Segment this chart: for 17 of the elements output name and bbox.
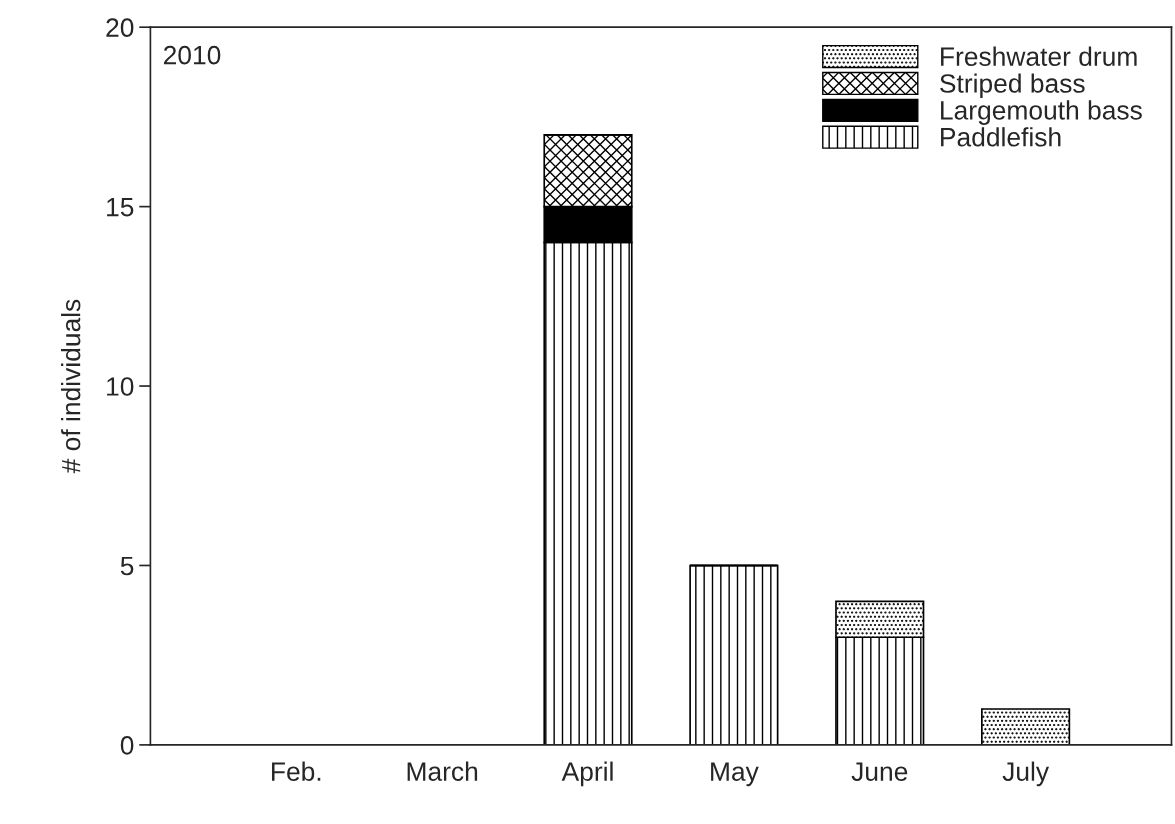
x-tick-label: May	[711, 762, 759, 787]
y-tick-label: 20	[106, 18, 134, 38]
legend-label: Paddlefish	[941, 127, 1061, 147]
y-tick-label: 15	[107, 198, 134, 217]
legend-label: Largemouth bass	[941, 100, 1142, 125]
x-tick-label: March	[407, 761, 478, 781]
y-tick-label: 5	[120, 556, 134, 576]
x-tick-label: April	[561, 761, 613, 787]
x-tick-label: June	[851, 762, 908, 781]
legend-label: Freshwater drum	[941, 46, 1137, 66]
x-tick-label: July	[1002, 761, 1050, 787]
y-axis-title: # of individuals	[61, 299, 81, 474]
x-tick-label: Feb.	[272, 761, 321, 781]
y-tick-label: 0	[120, 736, 134, 755]
y-tick-label: 10	[107, 377, 134, 396]
legend-label: Striped bass	[940, 73, 1085, 99]
annotation: 2010	[163, 45, 221, 65]
